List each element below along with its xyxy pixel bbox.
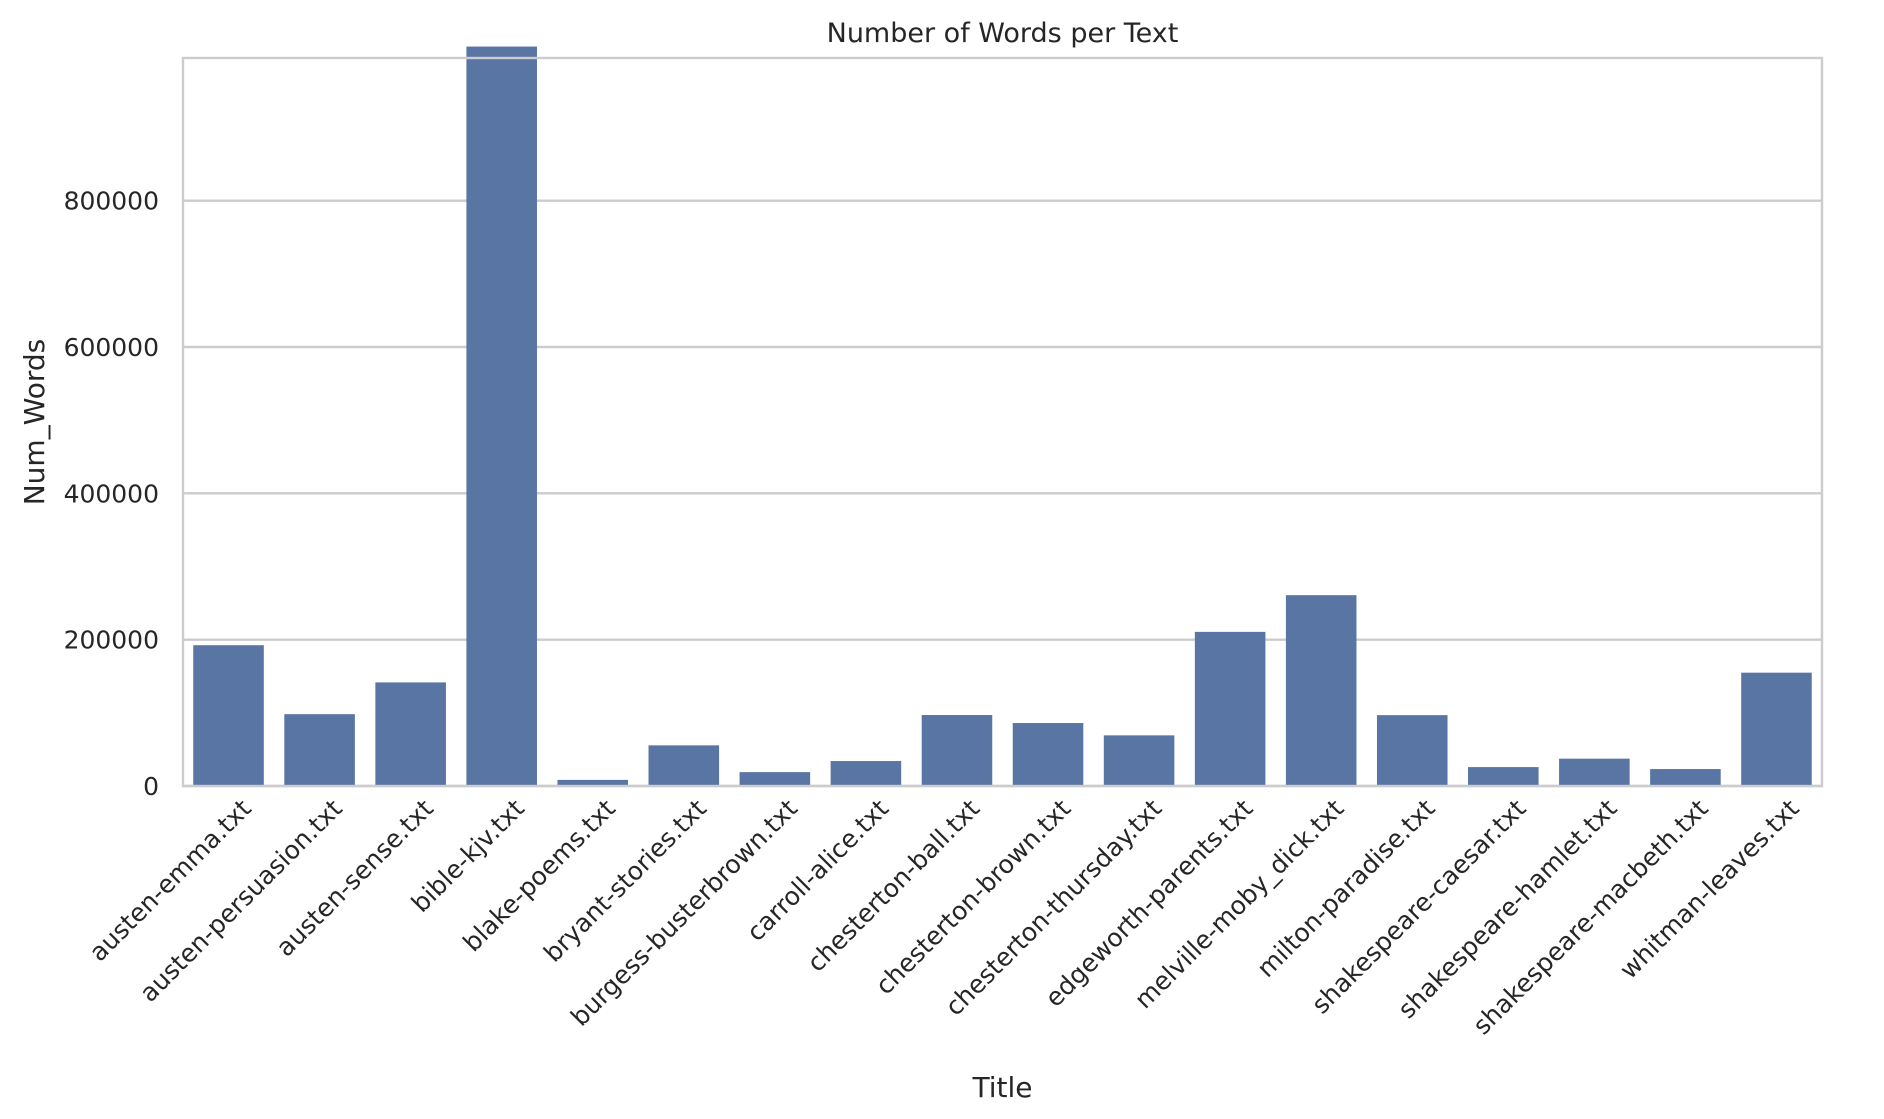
bar xyxy=(466,46,537,786)
bar xyxy=(1194,631,1266,786)
y-tick-label: 0 xyxy=(143,772,159,801)
y-tick-label: 800000 xyxy=(64,187,159,216)
bar xyxy=(1468,767,1539,786)
bar xyxy=(284,714,355,786)
bar xyxy=(1103,735,1175,786)
x-tick-label: chesterton-ball.txt xyxy=(801,794,985,978)
bar xyxy=(921,715,993,786)
bar xyxy=(1285,595,1357,786)
y-tick-label: 200000 xyxy=(64,626,159,655)
bar xyxy=(1012,723,1084,786)
x-tick-label: milton-paradise.txt xyxy=(1251,794,1440,983)
x-tick-label: austen-emma.txt xyxy=(84,794,257,967)
bar xyxy=(1741,672,1812,786)
y-axis-label: Num_Words xyxy=(18,339,51,506)
bar xyxy=(1650,769,1721,786)
x-tick-labels: austen-emma.txtausten-persuasion.txtaust… xyxy=(84,794,1805,1041)
x-tick-label: whitman-leaves.txt xyxy=(1614,794,1805,985)
chart-title: Number of Words per Text xyxy=(827,18,1179,49)
bar xyxy=(375,682,446,786)
bar xyxy=(739,772,811,786)
bars xyxy=(193,46,1812,786)
bar xyxy=(1559,758,1630,786)
x-tick-label: bryant-stories.txt xyxy=(538,794,712,968)
bar xyxy=(648,745,720,786)
x-tick-label: austen-sense.txt xyxy=(270,794,439,963)
x-axis-label: Title xyxy=(971,1071,1032,1104)
y-tick-label: 400000 xyxy=(64,479,159,508)
plot-frame xyxy=(181,56,1824,788)
bar xyxy=(193,645,264,786)
bar xyxy=(1376,715,1448,786)
bar xyxy=(830,761,902,786)
bar xyxy=(557,779,629,786)
y-tick-labels: 0 200000 400000 600000 800000 xyxy=(64,187,159,801)
y-tick-label: 600000 xyxy=(64,333,159,362)
x-tick-label: blake-poems.txt xyxy=(457,794,621,958)
